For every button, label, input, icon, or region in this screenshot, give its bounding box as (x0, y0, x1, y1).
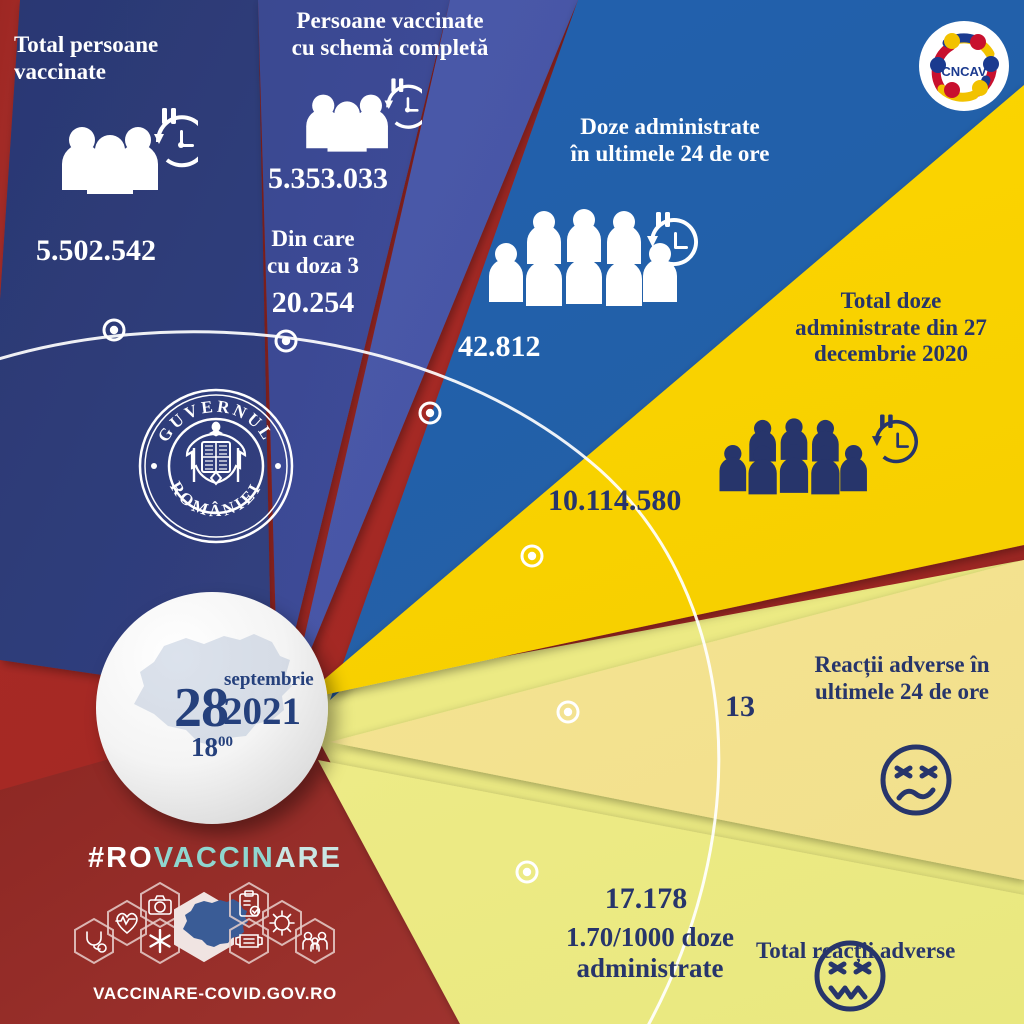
panel-total-adverse-value: 17.178 (604, 882, 688, 915)
virus-icon (269, 910, 295, 936)
panel-total-vaccinated-value: 5.502.542 (36, 234, 156, 267)
cncav-label: CNCAV (941, 64, 987, 79)
stethoscope-icon (86, 931, 107, 953)
panel-fully-vaccinated-label: Persoane vaccinate cu schemă completă (291, 8, 489, 60)
people-group-icon (302, 931, 328, 952)
panel-doses-24h-value: 42.812 (458, 330, 541, 363)
date-month: septembrie (224, 669, 314, 690)
date-text-group: 28 septembrie 2021 1800 (96, 592, 328, 824)
face-mask-icon (235, 934, 263, 948)
crowd-clock-icon (719, 418, 867, 495)
date-hour: 18 (191, 732, 218, 762)
panel-doses-24h-label: Doze administrate în ultimele 24 de ore (570, 114, 770, 166)
cncav-logo: CNCAV (919, 21, 1009, 111)
panel-total-doses-value: 10.114.580 (548, 484, 682, 517)
arc-node-group (102, 318, 580, 884)
romania-map (134, 634, 292, 746)
connector-arc (0, 330, 721, 1024)
date-time: 1800 (96, 732, 328, 763)
clock-icon (647, 212, 698, 267)
romania-map-icon (174, 891, 248, 963)
panel-adverse-24h-label: Reacții adverse în ultimele 24 de ore (814, 652, 990, 704)
panel-total-adverse-rate: 1.70/1000 doze administrate (566, 922, 734, 984)
date-day: 28 (174, 677, 229, 739)
date-badge: 28 septembrie 2021 1800 (96, 592, 328, 824)
website-url: VACCINARE-COVID.GOV.RO (93, 984, 337, 1003)
clipboard-check-icon (239, 890, 261, 917)
eagle-crest-icon (185, 421, 247, 486)
panel-dose3-value: 20.254 (271, 286, 355, 319)
rovaccinare-hashtag: #ROVACCINARE (72, 842, 358, 875)
hashtag-part1: #RO (88, 842, 154, 874)
panel-dose3-label: Din care cu doza 3 (267, 226, 359, 278)
people-clock-icon (62, 108, 198, 194)
panel-fully-vaccinated-value: 5.353.033 (268, 162, 388, 195)
people-clock-icon (306, 78, 422, 152)
government-seal: GUVERNUL ROMÂNIEI (138, 388, 294, 544)
rovaccinare-branding: #ROVACCINARE (72, 842, 358, 1004)
clock-icon (871, 414, 918, 464)
panel-total-doses-label: Total doze administrate din 27 decembrie 2… (795, 288, 987, 367)
panel-adverse-24h-value: 13 (725, 690, 755, 723)
date-year: 2021 (223, 690, 301, 733)
sad-face-icon (880, 744, 952, 816)
hashtag-part3: ARE (274, 842, 342, 874)
confounded-face-icon (814, 940, 886, 1012)
date-hour-sup: 00 (218, 734, 233, 750)
panel-total-adverse-label: Total reacții adverse (756, 938, 956, 963)
panel-total-vaccinated-label: Total persoane vaccinate (14, 32, 159, 84)
camera-icon (148, 895, 172, 915)
medical-star-icon (149, 928, 171, 954)
crowd-clock-icon (489, 209, 677, 306)
hashtag-part2: VACCIN (153, 842, 275, 874)
heartbeat-icon (115, 912, 138, 935)
hex-icon-row (74, 882, 335, 964)
